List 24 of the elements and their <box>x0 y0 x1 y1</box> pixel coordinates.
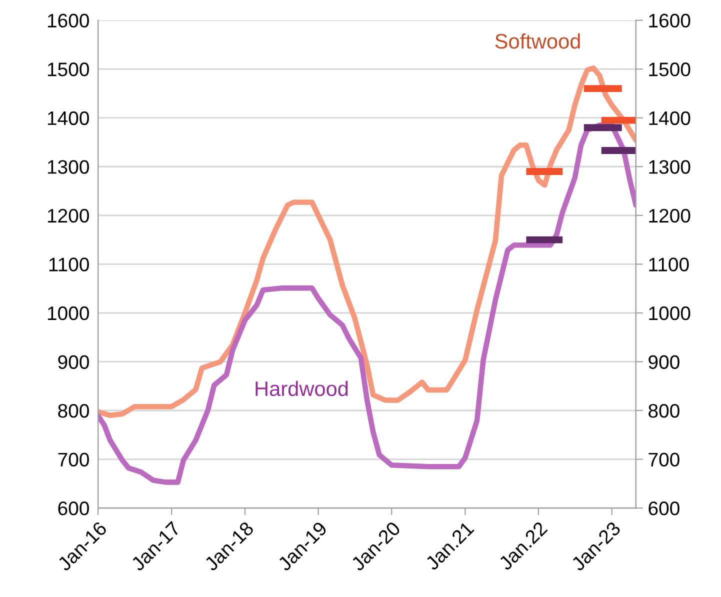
y2-tick-label: 600 <box>648 502 680 516</box>
y-tick-label: 1100 <box>49 258 89 272</box>
y2-tick-label: 1100 <box>649 258 689 272</box>
y2-tick-label: 1300 <box>649 160 690 174</box>
y2-tick-label: 1400 <box>649 111 690 126</box>
y-tick-label: 1500 <box>48 62 89 76</box>
y-tick-label: 900 <box>58 355 89 369</box>
y2-tick-label: 1200 <box>649 208 690 223</box>
y2-tick-label: 800 <box>648 404 680 418</box>
y-tick-label: 1400 <box>48 111 89 126</box>
y2-tick-label: 1500 <box>649 62 690 76</box>
y2-tick-label: 1600 <box>649 14 690 28</box>
y-tick-label: 600 <box>58 502 89 516</box>
y-tick-label: 800 <box>58 404 89 418</box>
y2-tick-label: 700 <box>648 452 680 467</box>
y-tick-label: 1600 <box>48 14 89 28</box>
y-tick-label: 1200 <box>48 208 89 223</box>
series-label: Hardwood <box>256 380 348 396</box>
y-tick-label: 700 <box>58 452 89 467</box>
y-tick-label: 1000 <box>48 306 89 320</box>
y2-tick-label: 900 <box>648 355 680 369</box>
y-tick-label: 1300 <box>48 160 89 174</box>
y2-tick-label: 1000 <box>649 306 690 320</box>
series-label: Softwood <box>495 33 580 49</box>
